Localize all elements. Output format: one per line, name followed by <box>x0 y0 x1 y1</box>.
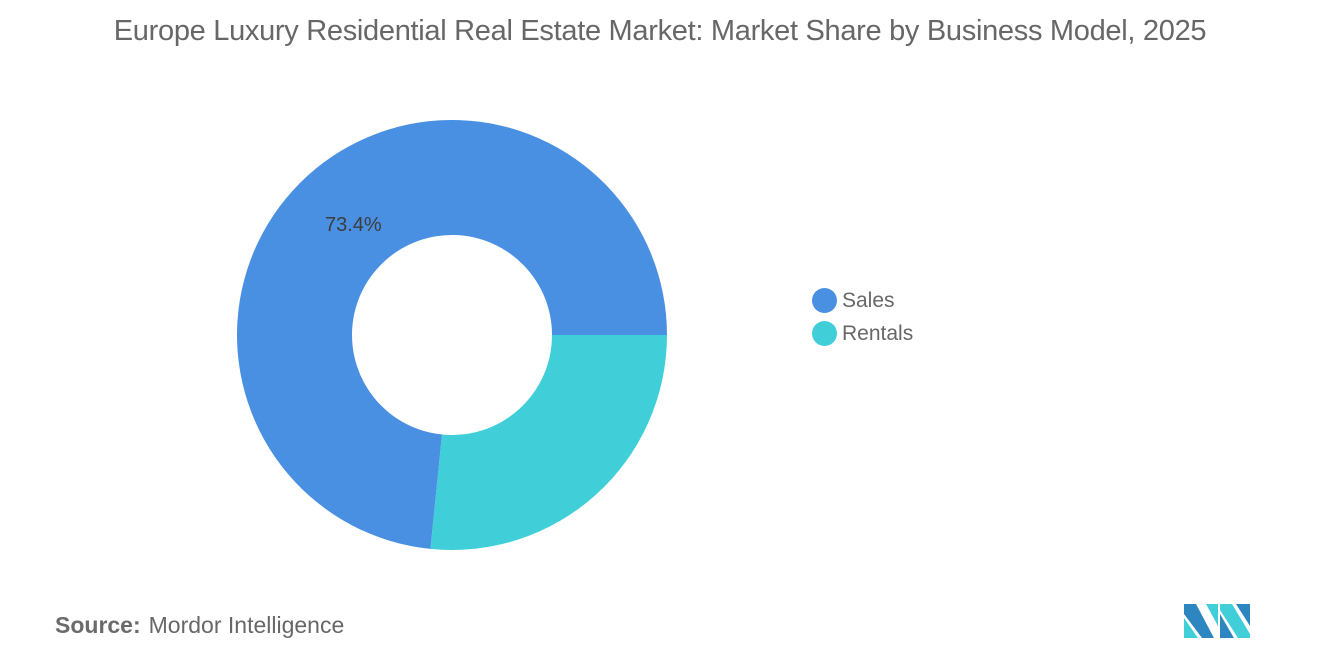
legend-label-rentals: Rentals <box>842 321 914 345</box>
donut-slice-rentals[interactable] <box>430 335 667 550</box>
mordor-intelligence-logo-icon <box>1184 604 1250 638</box>
chart-legend: Sales Rentals <box>812 284 913 350</box>
donut-slice-sales[interactable] <box>236 119 668 549</box>
legend-swatch-rentals-icon <box>812 321 837 346</box>
source-attribution: Source: Mordor Intelligence <box>55 612 344 639</box>
legend-item-rentals[interactable]: Rentals <box>812 317 913 350</box>
legend-item-sales[interactable]: Sales <box>812 284 913 317</box>
legend-swatch-sales-icon <box>812 288 837 313</box>
source-key: Source: <box>55 612 141 638</box>
sales-data-label: 73.4% <box>325 214 382 236</box>
legend-label-sales: Sales <box>842 288 895 312</box>
chart-title: Europe Luxury Residential Real Estate Ma… <box>113 15 1207 47</box>
source-value: Mordor Intelligence <box>148 612 345 638</box>
